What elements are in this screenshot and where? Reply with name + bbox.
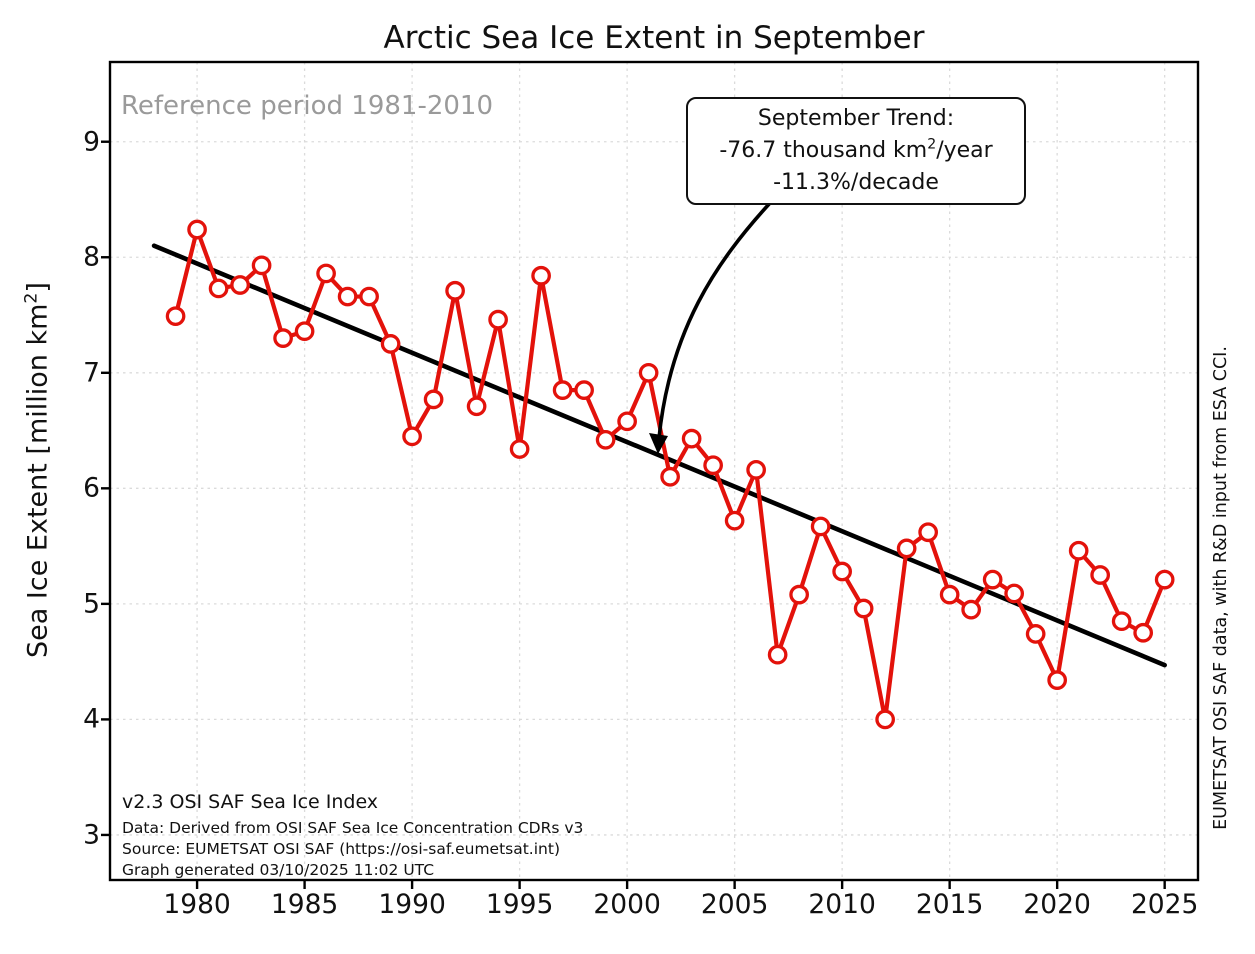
trend-annotation-line2: -76.7 thousand km2/year bbox=[719, 136, 993, 163]
data-point-marker bbox=[939, 584, 960, 605]
data-point-marker bbox=[165, 306, 186, 327]
y-tick-label: 5 bbox=[83, 588, 100, 620]
data-point-marker bbox=[187, 219, 207, 240]
y-tick-label: 8 bbox=[83, 241, 100, 273]
x-tick-label: 2015 bbox=[915, 889, 984, 920]
data-point-marker bbox=[1133, 622, 1154, 643]
data-point-marker bbox=[208, 278, 229, 299]
data-point-marker bbox=[294, 321, 315, 342]
plot-frame bbox=[108, 60, 1200, 882]
data-point-marker bbox=[617, 411, 637, 432]
chart-title: Arctic Sea Ice Extent in September bbox=[383, 20, 925, 56]
data-point-marker bbox=[1025, 624, 1046, 644]
trend-annotation-line3: -11.3%/decade bbox=[773, 170, 939, 195]
y-tick-label: 9 bbox=[83, 126, 100, 158]
annotation-arrowhead bbox=[649, 433, 668, 454]
trend-annotation-box: September Trend: -76.7 thousand km2/year… bbox=[686, 97, 1026, 205]
data-point-marker bbox=[337, 286, 358, 307]
x-tick-label: 1980 bbox=[163, 889, 231, 920]
x-tick-label: 2010 bbox=[808, 889, 876, 920]
x-tick-label: 1995 bbox=[485, 889, 554, 920]
trend-annotation-line1: September Trend: bbox=[757, 106, 955, 131]
data-point-marker bbox=[466, 396, 487, 417]
data-point-marker bbox=[574, 380, 594, 400]
data-point-marker bbox=[552, 380, 573, 400]
attribution-vertical-note: EUMETSAT OSI SAF data, with R&D input fr… bbox=[1211, 346, 1231, 830]
data-point-marker bbox=[595, 429, 616, 450]
data-point-marker bbox=[251, 255, 272, 276]
data-point-marker bbox=[746, 459, 766, 480]
credits-block: v2.3 OSI SAF Sea Ice Index Data: Derived… bbox=[122, 791, 583, 881]
data-point-marker bbox=[982, 569, 1003, 590]
y-tick-label: 7 bbox=[83, 357, 100, 389]
data-point-marker bbox=[703, 455, 723, 476]
data-point-marker bbox=[531, 265, 551, 286]
data-point-marker bbox=[961, 599, 982, 620]
data-point-marker bbox=[896, 538, 917, 559]
credit-source-line: Source: EUMETSAT OSI SAF (https://osi-sa… bbox=[122, 840, 560, 858]
y-axis-label: Sea Ice Extent [million km2] bbox=[21, 282, 54, 658]
y-tick-label: 3 bbox=[83, 819, 100, 851]
data-point-marker bbox=[273, 328, 293, 348]
data-point-marker bbox=[423, 389, 444, 410]
data-point-marker bbox=[724, 510, 745, 531]
data-point-marker bbox=[402, 426, 422, 447]
annotation-arrow-shaft bbox=[657, 201, 772, 439]
data-point-marker bbox=[875, 709, 895, 730]
data-point-marker bbox=[832, 561, 852, 582]
x-tick-label: 2005 bbox=[700, 889, 769, 920]
credit-data-line: Data: Derived from OSI SAF Sea Ice Conce… bbox=[122, 819, 584, 837]
data-point-marker bbox=[853, 598, 874, 619]
data-point-marker bbox=[359, 286, 379, 307]
annotation-superscript: 2 bbox=[927, 136, 937, 153]
y-tick-label: 4 bbox=[83, 703, 100, 735]
data-point-marker bbox=[230, 275, 250, 295]
data-point-marker bbox=[918, 522, 939, 543]
data-point-marker bbox=[660, 466, 680, 487]
x-tick-label: 2000 bbox=[593, 889, 661, 920]
ylabel-superscript: 2 bbox=[21, 292, 42, 304]
data-point-marker bbox=[1047, 670, 1068, 690]
data-point-marker bbox=[1111, 611, 1132, 632]
data-point-marker bbox=[316, 263, 336, 284]
data-point-marker bbox=[1154, 569, 1175, 590]
data-point-marker bbox=[638, 362, 659, 383]
data-point-marker bbox=[1068, 540, 1089, 561]
data-point-marker bbox=[810, 516, 831, 537]
data-point-marker bbox=[789, 584, 809, 605]
credit-generated-line: Graph generated 03/10/2025 11:02 UTC bbox=[122, 861, 435, 879]
x-tick-label: 2020 bbox=[1023, 889, 1091, 920]
data-point-marker bbox=[1090, 565, 1111, 585]
data-point-marker bbox=[380, 334, 401, 354]
data-point-marker bbox=[509, 439, 530, 459]
y-tick-label: 6 bbox=[83, 472, 100, 504]
x-tick-label: 1990 bbox=[378, 889, 446, 920]
x-tick-label: 1985 bbox=[270, 889, 339, 920]
data-point-marker bbox=[488, 309, 508, 330]
x-tick-label: 2025 bbox=[1130, 889, 1199, 920]
data-point-marker bbox=[1004, 583, 1025, 604]
trend-line bbox=[151, 243, 1167, 668]
data-point-marker bbox=[767, 644, 788, 665]
data-point-marker bbox=[445, 280, 465, 301]
credit-index-version: v2.3 OSI SAF Sea Ice Index bbox=[122, 791, 379, 813]
reference-period-note: Reference period 1981-2010 bbox=[121, 91, 493, 121]
data-point-marker bbox=[681, 428, 702, 449]
